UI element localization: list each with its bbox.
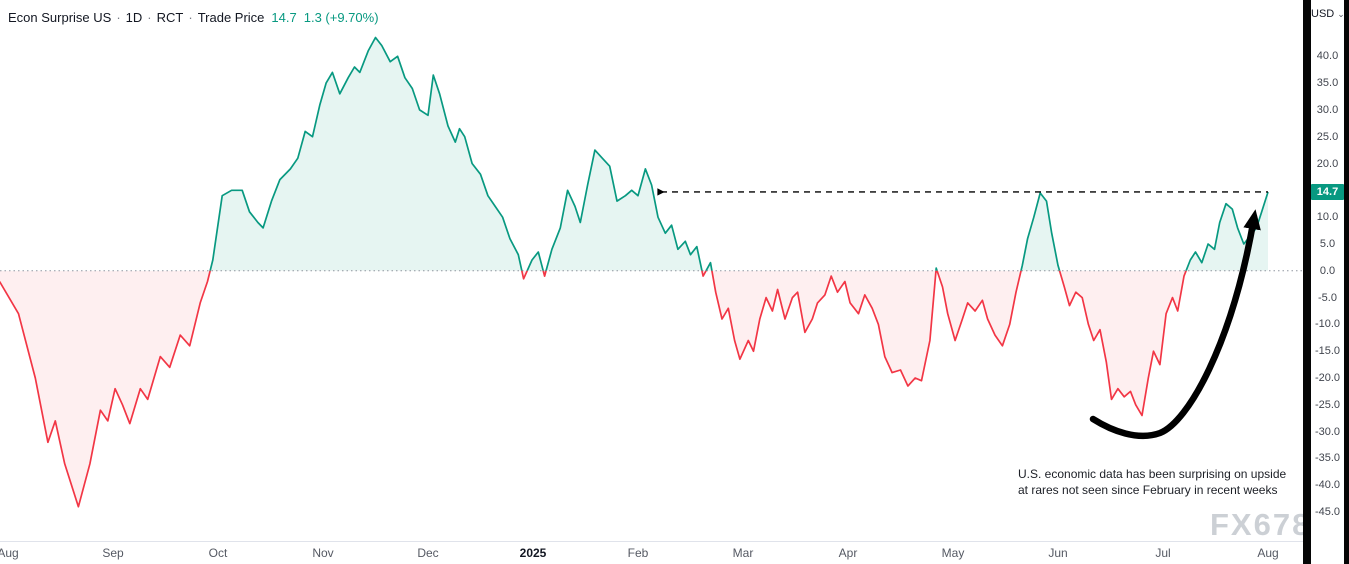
- chart-legend[interactable]: Econ Surprise US · 1D · RCT · Trade Price 14.7 1…: [8, 10, 379, 25]
- price-scale-tick: 25.0: [1316, 130, 1339, 143]
- price-scale-tick: -45.0: [1314, 506, 1341, 519]
- dark-edge-strip: [1344, 0, 1349, 564]
- chart-pane[interactable]: Econ Surprise US · 1D · RCT · Trade Price 14.7 1…: [0, 0, 1303, 541]
- price-scale-tick: -30.0: [1314, 425, 1341, 438]
- price-scale-tick: 20.0: [1316, 157, 1339, 170]
- price-scale-tick: -35.0: [1314, 452, 1341, 465]
- price-scale-tick: -15.0: [1314, 345, 1341, 358]
- currency-label: USD: [1311, 8, 1335, 20]
- legend-separator: ·: [188, 10, 193, 25]
- analyst-note-line: U.S. economic data has been surprising o…: [1018, 467, 1287, 481]
- chevron-down-icon: ⌄: [1337, 9, 1345, 19]
- time-scale-tick: May: [941, 546, 965, 560]
- fx678-watermark: FX678: [1210, 507, 1312, 542]
- price-chart-canvas[interactable]: [0, 0, 1303, 541]
- time-scale-tick: Oct: [208, 546, 228, 560]
- time-scale-tick: 2025: [519, 546, 547, 560]
- price-scale-tick: 0.0: [1319, 264, 1336, 277]
- currency-selector[interactable]: USD ⌄: [1311, 8, 1345, 20]
- price-scale-tick: 40.0: [1316, 50, 1339, 63]
- legend-separator: ·: [147, 10, 152, 25]
- series-line-positive: [209, 36, 1269, 271]
- last-price-value: 14.7: [271, 10, 297, 25]
- legend-separator: ·: [116, 10, 121, 25]
- time-scale-tick: Jun: [1048, 546, 1068, 560]
- time-scale-tick: Aug: [1257, 546, 1279, 560]
- area-fill-positive: [210, 37, 1268, 271]
- time-scale-tick: Dec: [417, 546, 439, 560]
- analyst-note: U.S. economic data has been surprising o…: [1018, 466, 1286, 498]
- analyst-note-line: at rares not seen since February in rece…: [1018, 483, 1278, 497]
- price-scale-tick: 10.0: [1316, 211, 1339, 224]
- series-line-negative: [0, 270, 1187, 508]
- price-scale-tick: -10.0: [1314, 318, 1341, 331]
- price-scale-tick: -25.0: [1314, 398, 1341, 411]
- price-scale-tick: -5.0: [1318, 291, 1337, 304]
- time-scale-tick: Feb: [627, 546, 649, 560]
- price-scale-tick: 30.0: [1316, 103, 1339, 116]
- interval-label[interactable]: 1D: [125, 10, 143, 25]
- time-scale-tick: Jul: [1155, 546, 1171, 560]
- time-axis[interactable]: ⚙ AugSepOctNovDec2025FebMarAprMayJunJulA…: [0, 541, 1349, 564]
- time-scale-tick: Mar: [732, 546, 754, 560]
- symbol-title[interactable]: Econ Surprise US: [8, 10, 112, 25]
- time-scale-tick: Aug: [0, 546, 19, 560]
- time-scale-tick: Sep: [102, 546, 124, 560]
- series-type-label[interactable]: Trade Price: [197, 10, 265, 25]
- time-scale-tick: Nov: [312, 546, 334, 560]
- last-price-badge: 14.7: [1311, 183, 1344, 200]
- price-scale-tick: -20.0: [1314, 372, 1341, 384]
- area-fill-negative: [0, 270, 1268, 507]
- price-change-value: 1.3 (+9.70%): [303, 10, 379, 25]
- price-scale-tick: -40.0: [1314, 479, 1341, 492]
- exchange-label[interactable]: RCT: [156, 10, 184, 25]
- price-axis[interactable]: USD ⌄ 40.035.030.025.020.015.010.05.00.0…: [1311, 0, 1345, 564]
- dark-separator-strip: [1303, 0, 1311, 564]
- price-scale-tick: 35.0: [1316, 77, 1339, 90]
- hand-drawn-up-arrow[interactable]: [1089, 209, 1261, 440]
- time-scale-tick: Apr: [838, 546, 858, 560]
- price-scale-tick: 5.0: [1319, 237, 1336, 250]
